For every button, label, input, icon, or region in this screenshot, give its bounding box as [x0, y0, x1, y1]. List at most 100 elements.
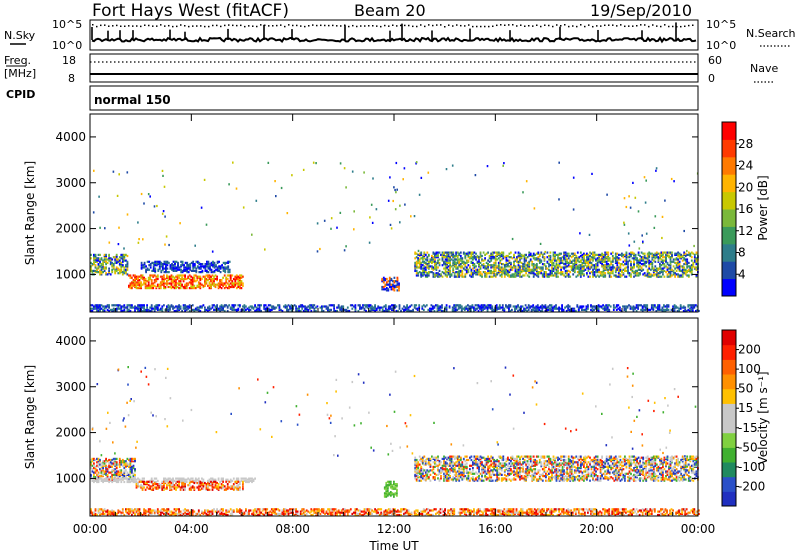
- heatmap-cell: [267, 304, 270, 307]
- heatmap-cell: [232, 483, 235, 486]
- nsearch-dot: [640, 24, 642, 26]
- heatmap-cell: [497, 253, 500, 256]
- heatmap-cell: [226, 309, 229, 313]
- heatmap-cell: [187, 264, 190, 267]
- heatmap-cell: [646, 268, 649, 271]
- heatmap-cell: [204, 306, 206, 309]
- heatmap-cell: [587, 265, 590, 268]
- heatmap-cell: [549, 273, 552, 276]
- heatmap-cell: [635, 309, 638, 313]
- heatmap-cell: [660, 308, 662, 311]
- heatmap-cell: [232, 304, 235, 307]
- heatmap-cell: [520, 268, 523, 271]
- nsearch-dot: [252, 25, 254, 27]
- heatmap-cell: [499, 256, 502, 259]
- heatmap-cell: [695, 309, 697, 313]
- heatmap-cell: [660, 275, 663, 278]
- heatmap-cell: [532, 253, 535, 256]
- heatmap-cell: [156, 283, 159, 286]
- heatmap-cell: [596, 253, 599, 256]
- heatmap-cell: [123, 256, 126, 259]
- heatmap-cell: [496, 265, 499, 268]
- heatmap-cell: [464, 261, 467, 264]
- heatmap-cell: [170, 280, 173, 283]
- heatmap-cell: [163, 486, 165, 489]
- heatmap-cell: [386, 484, 389, 487]
- heatmap-cell: [501, 304, 504, 307]
- heatmap-cell: [564, 272, 567, 275]
- heatmap-cell: [684, 306, 687, 309]
- heatmap-cell: [137, 287, 139, 290]
- heatmap-cell: [228, 183, 230, 186]
- heatmap-cell: [155, 480, 158, 484]
- heatmap-cell: [479, 254, 482, 258]
- heatmap-cell: [475, 273, 477, 276]
- heatmap-cell: [223, 283, 226, 286]
- heatmap-cell: [557, 258, 559, 261]
- heatmap-cell: [117, 479, 120, 482]
- heatmap-cell: [193, 265, 196, 268]
- heatmap-cell: [181, 274, 183, 277]
- heatmap-cell: [590, 256, 593, 259]
- heatmap-cell: [606, 304, 609, 307]
- heatmap-cell: [456, 273, 459, 276]
- heatmap-cell: [654, 215, 657, 218]
- heatmap-cell: [491, 265, 494, 268]
- heatmap-cell: [421, 258, 424, 261]
- nsearch-dot: [432, 24, 434, 27]
- heatmap-cell: [197, 306, 200, 309]
- heatmap-cell: [114, 475, 117, 478]
- heatmap-cell: [123, 266, 126, 269]
- heatmap-cell: [389, 491, 392, 494]
- heatmap-cell: [172, 281, 174, 284]
- heatmap-cell: [638, 247, 641, 250]
- heatmap-cell: [686, 253, 689, 256]
- heatmap-cell: [446, 252, 448, 255]
- heatmap-cell: [161, 309, 164, 313]
- heatmap-cell: [604, 274, 607, 277]
- heatmap-cell: [213, 271, 216, 274]
- heatmap-cell: [223, 282, 226, 285]
- heatmap-cell: [684, 272, 687, 275]
- heatmap-cell: [551, 271, 553, 274]
- heatmap-cell: [581, 267, 584, 270]
- heatmap-cell: [549, 308, 551, 311]
- heatmap-cell: [652, 308, 655, 311]
- heatmap-cell: [96, 260, 98, 263]
- heatmap-cell: [209, 267, 211, 270]
- heatmap-cell: [143, 279, 145, 282]
- heatmap-cell: [543, 263, 546, 266]
- heatmap-cell: [161, 277, 164, 281]
- heatmap-cell: [175, 266, 178, 269]
- heatmap-cell: [671, 256, 673, 259]
- heatmap-cell: [438, 261, 441, 264]
- heatmap-cell: [100, 268, 103, 271]
- heatmap-cell: [112, 473, 115, 476]
- heatmap-cell: [470, 271, 473, 274]
- heatmap-cell: [461, 269, 464, 272]
- nsearch-dot: [560, 24, 562, 27]
- nsearch-dot: [452, 25, 454, 27]
- heatmap-cell: [258, 308, 261, 311]
- heatmap-cell: [421, 256, 424, 259]
- heatmap-cell: [258, 304, 261, 307]
- nsearch-dot: [104, 24, 106, 26]
- heatmap-cell: [409, 305, 411, 308]
- heatmap-cell: [643, 254, 646, 258]
- heatmap-cell: [695, 268, 698, 271]
- heatmap-cell: [528, 271, 531, 274]
- heatmap-cell: [169, 477, 171, 480]
- heatmap-cell: [204, 283, 206, 286]
- heatmap-cell: [555, 306, 557, 309]
- heatmap-cell: [660, 251, 663, 254]
- heatmap-cell: [541, 263, 544, 266]
- heatmap-cell: [668, 264, 670, 267]
- nsearch-dot: [572, 25, 574, 27]
- heatmap-cell: [231, 487, 234, 490]
- heatmap-cell: [228, 304, 231, 307]
- heatmap-cell: [211, 306, 214, 309]
- heatmap-cell: [371, 308, 373, 311]
- heatmap-cell: [497, 271, 500, 274]
- nsearch-dot: [280, 24, 282, 26]
- heatmap-cell: [125, 264, 127, 267]
